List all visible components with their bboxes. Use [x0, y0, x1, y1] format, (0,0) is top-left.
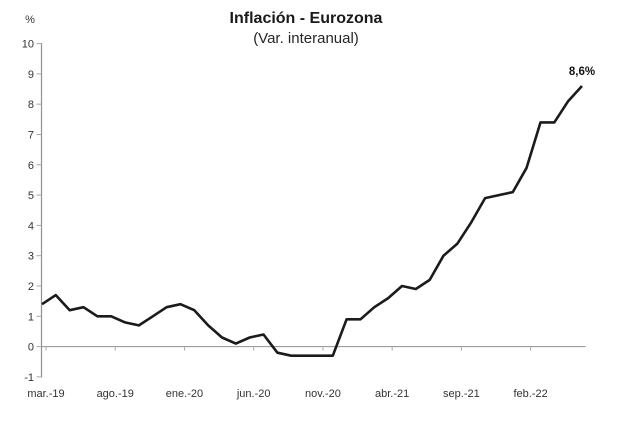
- svg-text:1: 1: [28, 311, 34, 323]
- svg-text:9: 9: [28, 69, 34, 81]
- axes: [40, 43, 586, 378]
- y-axis-unit-label: %: [25, 14, 35, 26]
- svg-text:2: 2: [28, 281, 34, 293]
- svg-text:4: 4: [28, 220, 34, 232]
- svg-text:8: 8: [28, 99, 34, 111]
- svg-text:10: 10: [22, 39, 34, 51]
- svg-text:0: 0: [28, 342, 34, 354]
- svg-text:ago.-19: ago.-19: [97, 388, 134, 400]
- svg-text:sep.-21: sep.-21: [443, 388, 480, 400]
- y-axis-ticks: [36, 43, 42, 378]
- svg-text:3: 3: [28, 251, 34, 263]
- svg-text:abr.-21: abr.-21: [375, 388, 409, 400]
- svg-text:6: 6: [28, 160, 34, 172]
- y-axis-labels: -1 0 1 2 3 4 5 6 7 8 9 10: [22, 39, 34, 384]
- svg-text:nov.-20: nov.-20: [305, 388, 341, 400]
- x-axis-labels: mar.-19 ago.-19 ene.-20 jun.-20 nov.-20 abr.-…: [27, 388, 547, 400]
- svg-text:mar.-19: mar.-19: [27, 388, 64, 400]
- svg-text:jun.-20: jun.-20: [236, 388, 271, 400]
- x-axis-ticks: [45, 346, 532, 351]
- svg-text:-1: -1: [24, 372, 34, 384]
- svg-text:7: 7: [28, 129, 34, 141]
- svg-text:ene.-20: ene.-20: [166, 388, 203, 400]
- svg-text:5: 5: [28, 190, 34, 202]
- last-value-label: 8,6%: [569, 66, 595, 78]
- chart-title: Inflación - Eurozona: [229, 10, 383, 27]
- inflation-line-series: [41, 85, 583, 358]
- svg-text:feb.-22: feb.-22: [513, 388, 547, 400]
- chart-subtitle: (Var. interanual): [253, 30, 359, 47]
